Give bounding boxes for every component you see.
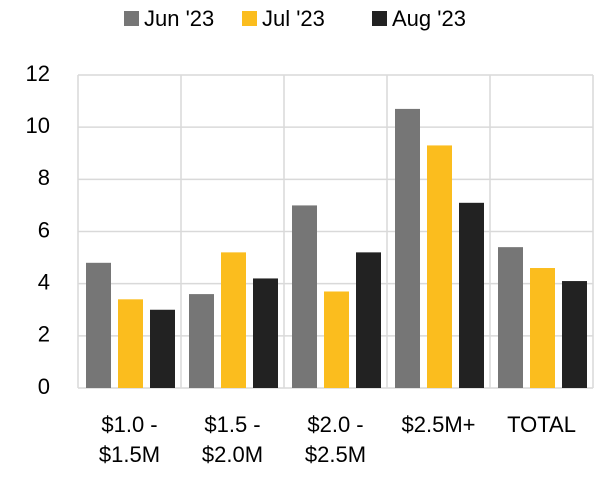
- bar: [356, 252, 381, 388]
- bar: [427, 145, 452, 388]
- x-tick-label: $1.5 - $2.0M: [201, 412, 264, 467]
- bar: [498, 247, 523, 388]
- y-tick-label: 12: [26, 61, 50, 86]
- bar: [86, 262, 111, 388]
- bar: [530, 268, 555, 388]
- bar: [221, 252, 246, 388]
- bar: [459, 202, 484, 388]
- bar: [150, 309, 175, 388]
- y-tick-label: 8: [38, 165, 50, 190]
- x-tick-label: $2.5M+: [401, 412, 476, 437]
- bar: [292, 205, 317, 388]
- bar: [395, 108, 420, 389]
- bar: [253, 278, 278, 388]
- legend-swatch: [372, 11, 387, 26]
- y-tick-label: 2: [38, 322, 50, 347]
- x-tick-label: $2.0 - $2.5M: [304, 412, 367, 467]
- legend-label: Aug '23: [392, 6, 466, 31]
- y-tick-label: 6: [38, 217, 50, 242]
- y-tick-label: 0: [38, 374, 50, 399]
- bar: [562, 281, 587, 388]
- legend-label: Jul '23: [262, 6, 325, 31]
- legend-label: Jun '23: [144, 6, 214, 31]
- x-tick-label: $1.0 - $1.5M: [98, 412, 161, 467]
- bar: [324, 291, 349, 388]
- legend-swatch: [242, 11, 257, 26]
- bar: [189, 294, 214, 388]
- x-tick-label: TOTAL: [507, 412, 576, 437]
- y-tick-label: 10: [26, 113, 50, 138]
- y-tick-label: 4: [38, 269, 50, 294]
- legend-swatch: [124, 11, 139, 26]
- bar: [118, 299, 143, 388]
